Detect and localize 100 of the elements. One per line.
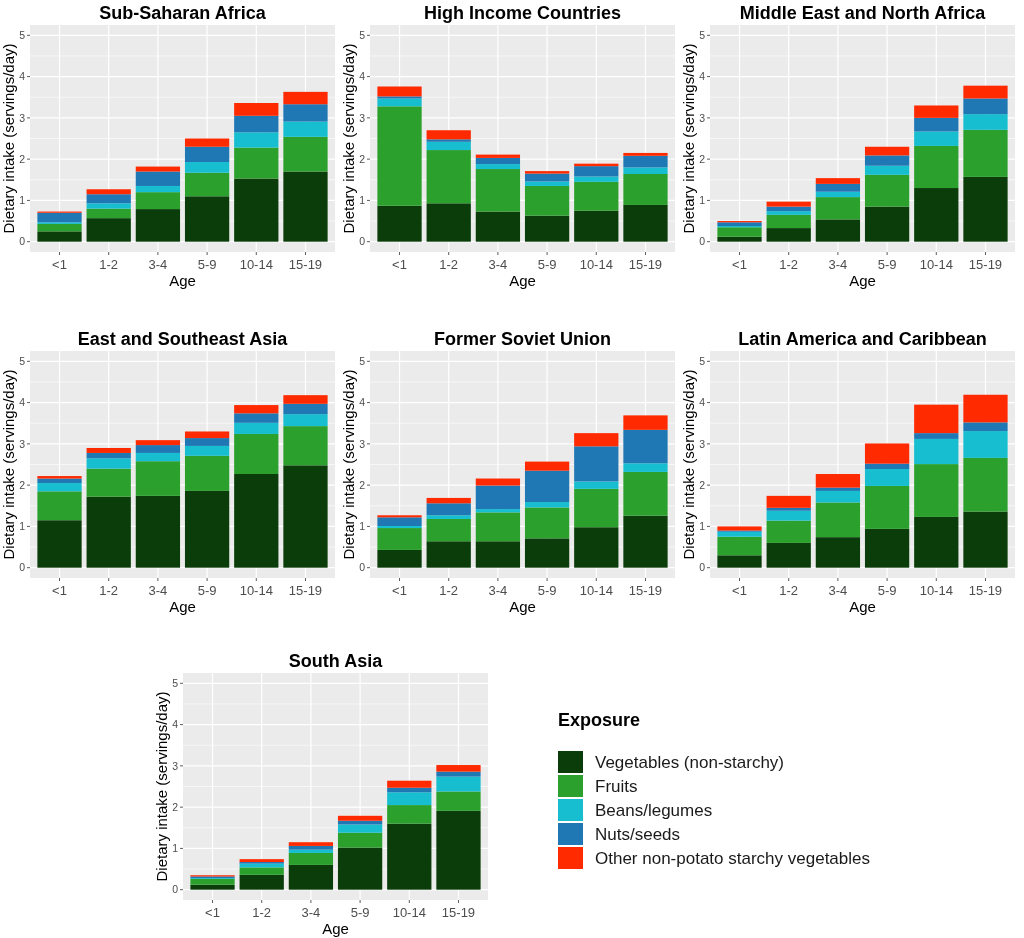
y-tick-label: 3 (19, 111, 26, 124)
x-tick-label: <1 (52, 257, 67, 272)
x-tick-label: 1-2 (439, 257, 459, 272)
x-axis-title: Age (849, 598, 876, 615)
x-tick-label: 5-9 (877, 257, 897, 272)
x-tick-label: 3-4 (148, 583, 168, 598)
y-tick-label: 4 (359, 70, 366, 83)
y-axis-title: Dietary intake (servings/day) (0, 369, 17, 560)
y-tick-label: 0 (699, 235, 706, 248)
y-tick-label: 3 (699, 437, 706, 450)
x-tick-label: 10-14 (239, 583, 273, 598)
x-tick-label: <1 (392, 257, 407, 272)
x-tick-label: 1-2 (99, 583, 119, 598)
chart-title: Sub-Saharan Africa (99, 3, 267, 23)
x-tick-label: <1 (52, 583, 67, 598)
legend-label: Nuts/seeds (595, 825, 681, 844)
x-tick-label: 10-14 (239, 257, 273, 272)
x-tick-label: 15-19 (288, 583, 323, 598)
y-tick-label: 5 (359, 28, 366, 41)
x-axis-title: Age (322, 920, 349, 937)
x-tick-label: 5-9 (537, 583, 557, 598)
chart-title: South Asia (288, 651, 384, 671)
x-tick-label: 15-19 (441, 905, 476, 920)
x-tick-label: 5-9 (197, 583, 217, 598)
y-tick-label: 3 (359, 437, 366, 450)
y-tick-label: 0 (359, 235, 366, 248)
y-tick-label: 3 (172, 759, 179, 772)
y-tick-label: 0 (699, 561, 706, 574)
chart-title: Former Soviet Union (433, 329, 612, 349)
x-tick-label: 1-2 (439, 583, 459, 598)
x-tick-label: 3-4 (301, 905, 321, 920)
y-tick-label: 5 (19, 354, 26, 367)
legend-label: Beans/legumes (595, 801, 713, 820)
x-axis-title: Age (509, 272, 536, 289)
x-tick-label: 3-4 (488, 257, 508, 272)
y-tick-label: 0 (172, 883, 179, 896)
y-axis-title: Dietary intake (servings/day) (340, 369, 357, 560)
x-axis-title: Age (509, 598, 536, 615)
y-tick-label: 0 (19, 235, 26, 248)
x-axis-title: Age (169, 598, 196, 615)
x-tick-label: 3-4 (488, 583, 508, 598)
y-tick-label: 2 (359, 152, 366, 165)
x-axis-title: Age (849, 272, 876, 289)
y-axis-title: Dietary intake (servings/day) (0, 43, 17, 234)
x-tick-label: 5-9 (877, 583, 897, 598)
y-tick-label: 2 (359, 478, 366, 491)
x-tick-label: 15-19 (288, 257, 323, 272)
x-tick-label: 15-19 (968, 257, 1003, 272)
legend-title: Exposure (558, 710, 641, 730)
x-tick-label: 10-14 (919, 583, 953, 598)
x-tick-label: 10-14 (392, 905, 426, 920)
x-tick-label: 5-9 (197, 257, 217, 272)
x-tick-label: 5-9 (537, 257, 557, 272)
y-tick-label: 0 (19, 561, 26, 574)
x-tick-label: 15-19 (628, 583, 663, 598)
y-axis-title: Dietary intake (servings/day) (680, 369, 697, 560)
x-tick-label: 10-14 (579, 257, 613, 272)
x-tick-label: 1-2 (252, 905, 272, 920)
y-tick-label: 3 (699, 111, 706, 124)
y-tick-label: 2 (699, 478, 706, 491)
y-tick-label: 5 (699, 28, 706, 41)
y-axis-title: Dietary intake (servings/day) (153, 691, 170, 882)
legend-label: Other non-potato starchy vegetables (595, 849, 870, 868)
x-tick-label: 3-4 (148, 257, 168, 272)
y-tick-label: 1 (699, 194, 706, 207)
x-tick-label: <1 (205, 905, 220, 920)
x-tick-label: 1-2 (99, 257, 119, 272)
x-tick-label: <1 (392, 583, 407, 598)
legend-label: Fruits (595, 777, 638, 796)
y-tick-label: 5 (699, 354, 706, 367)
y-tick-label: 0 (359, 561, 366, 574)
x-tick-label: <1 (732, 583, 747, 598)
chart-title: High Income Countries (423, 3, 622, 23)
y-tick-label: 4 (699, 396, 706, 409)
x-tick-label: 15-19 (968, 583, 1003, 598)
y-tick-label: 4 (699, 70, 706, 83)
y-tick-label: 1 (19, 520, 26, 533)
y-tick-label: 1 (172, 842, 179, 855)
y-tick-label: 4 (19, 396, 26, 409)
x-tick-label: 3-4 (828, 257, 848, 272)
y-tick-label: 2 (19, 152, 26, 165)
y-tick-label: 1 (19, 194, 26, 207)
y-tick-label: 1 (359, 520, 366, 533)
y-tick-label: 3 (359, 111, 366, 124)
y-tick-label: 5 (359, 354, 366, 367)
y-tick-label: 2 (699, 152, 706, 165)
chart-title: Middle East and North Africa (739, 3, 987, 23)
y-tick-label: 1 (359, 194, 366, 207)
y-tick-label: 2 (19, 478, 26, 491)
y-tick-label: 2 (172, 800, 179, 813)
x-tick-label: 10-14 (919, 257, 953, 272)
x-tick-label: 1-2 (779, 257, 799, 272)
y-tick-label: 3 (19, 437, 26, 450)
y-tick-label: 4 (19, 70, 26, 83)
y-tick-label: 1 (699, 520, 706, 533)
x-axis-title: Age (169, 272, 196, 289)
chart-title: East and Southeast Asia (77, 329, 289, 349)
x-tick-label: 3-4 (828, 583, 848, 598)
y-tick-label: 5 (172, 676, 179, 689)
x-tick-label: 10-14 (579, 583, 613, 598)
